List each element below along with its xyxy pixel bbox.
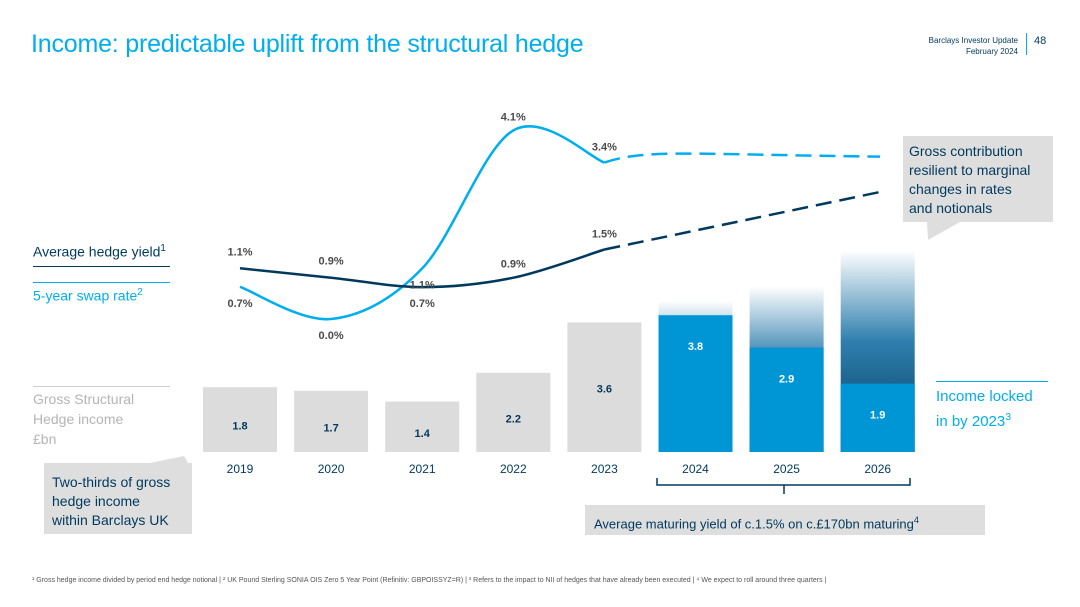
bar-locked-2026 <box>840 383 915 452</box>
locked-years-bracket <box>656 478 911 494</box>
x-tick-2020: 2020 <box>318 462 345 476</box>
swap-rate-line <box>239 125 605 321</box>
legend-gross-rule <box>33 386 170 387</box>
bar-label-2023: 3.6 <box>597 383 612 395</box>
income-locked-label: Income locked in by 20233 <box>936 386 1033 432</box>
bars-group <box>203 250 915 452</box>
brand-block: Barclays Investor Update February 2024 <box>929 35 1018 57</box>
x-tick-2025: 2025 <box>773 462 800 476</box>
avg-label-2020: 0.9% <box>319 256 344 268</box>
callout-right-line-4: and notionals <box>909 200 993 216</box>
x-tick-2022: 2022 <box>500 462 527 476</box>
swap-label-2020: 0.0% <box>319 330 344 342</box>
avg-label-2023: 1.5% <box>592 229 617 241</box>
bar-label-2020: 1.7 <box>323 422 338 434</box>
locked-line-2: in by 2023 <box>936 413 1006 430</box>
swap-label-2022: 4.1% <box>501 111 526 123</box>
bar-2019 <box>203 387 277 452</box>
avg-hedge-yield-dashed <box>604 190 881 251</box>
x-tick-2023: 2023 <box>591 462 618 476</box>
legend-avg-hedge-yield-sup: 1 <box>160 243 166 254</box>
bar-label-2022: 2.2 <box>506 413 521 425</box>
locked-line-2-wrap: in by 20233 <box>936 407 1033 432</box>
callout-maturing-yield: Average maturing yield of c.1.5% on c.£1… <box>585 505 985 535</box>
legend-swap-rate: 5-year swap rate2 <box>33 287 143 304</box>
callout-left-pointer <box>150 456 188 463</box>
legend-swap-rate-sup: 2 <box>137 287 143 298</box>
brand-divider <box>1026 33 1027 55</box>
bar-label-2019: 1.8 <box>232 421 247 433</box>
locked-line-1: Income locked <box>936 388 1033 405</box>
locked-sup: 3 <box>1005 411 1012 423</box>
swap-rate-dashed <box>603 152 881 164</box>
legend-avg-hedge-yield: Average hedge yield1 <box>33 243 166 260</box>
callout-left-line-3: within Barclays UK <box>52 512 169 528</box>
callout-left-line-2: hedge income <box>52 493 140 509</box>
bar-2021 <box>385 401 460 452</box>
page-number: 48 <box>1034 35 1047 47</box>
legend-gross-line-1: Gross Structural <box>33 391 135 407</box>
avg-label-2022: 0.9% <box>501 259 526 271</box>
bar-locked-label-2024: 3.8 <box>688 341 703 353</box>
callout-left-line-1: Two-thirds of gross <box>52 474 171 490</box>
bar-2020 <box>294 390 369 452</box>
legend-swap-rule <box>33 282 170 283</box>
locked-rule <box>936 381 1048 382</box>
brand-line-2: February 2024 <box>965 47 1018 56</box>
bar-label-2021: 1.4 <box>415 428 431 440</box>
bar-2023 <box>567 322 642 452</box>
brand-line-1: Barclays Investor Update <box>928 36 1018 45</box>
page-title: Income: predictable uplift from the stru… <box>31 30 584 58</box>
bar-locked-2025 <box>749 347 824 452</box>
swap-label-2021: 1.1% <box>410 279 435 291</box>
bar-locked-label-2026: 1.9 <box>870 410 885 422</box>
callout-right-line-2: resilient to marginal <box>909 162 1031 178</box>
callout-right-pointer <box>927 222 960 240</box>
bar-2022 <box>476 372 551 452</box>
avg-hedge-yield-line <box>239 248 605 289</box>
labels-group: 1.8 2019 1.7 2020 1.4 2021 2.2 2022 3.6 2023 3.8 20… <box>227 111 892 476</box>
legend-gross-line-3: £bn <box>33 431 57 447</box>
lines-group <box>239 125 881 321</box>
swap-label-2019: 0.7% <box>227 298 252 310</box>
avg-label-2021: 0.7% <box>410 298 435 310</box>
legend-avg-rule <box>33 266 170 267</box>
x-tick-2026: 2026 <box>864 462 891 476</box>
x-tick-2024: 2024 <box>682 462 709 476</box>
callout-gross-contribution: Gross contribution resilient to marginal… <box>903 136 1053 222</box>
bar-locked-label-2025: 2.9 <box>779 374 794 386</box>
legend-avg-hedge-yield-text: Average hedge yield <box>33 243 161 260</box>
legend-gross-line-2: Hedge income <box>33 411 124 427</box>
legend-swap-rate-text: 5-year swap rate <box>33 287 138 304</box>
callout-bottom-text: Average maturing yield of c.1.5% on c.£1… <box>594 516 914 532</box>
x-tick-2019: 2019 <box>227 462 254 476</box>
footnote: ¹ Gross hedge income divided by period e… <box>32 577 827 584</box>
legend-gross-income: Gross Structural Hedge income £bn <box>33 389 163 449</box>
bar-locked-2024 <box>658 315 733 452</box>
callout-right-line-1: Gross contribution <box>909 143 1023 159</box>
callout-right-line-3: changes in rates <box>909 181 1012 197</box>
callout-bottom-sup: 4 <box>913 515 919 525</box>
callout-barclays-uk: Two-thirds of gross hedge income within … <box>44 463 192 534</box>
avg-label-2019: 1.1% <box>227 246 252 258</box>
swap-label-2023: 3.4% <box>592 142 617 154</box>
x-tick-2021: 2021 <box>409 462 436 476</box>
